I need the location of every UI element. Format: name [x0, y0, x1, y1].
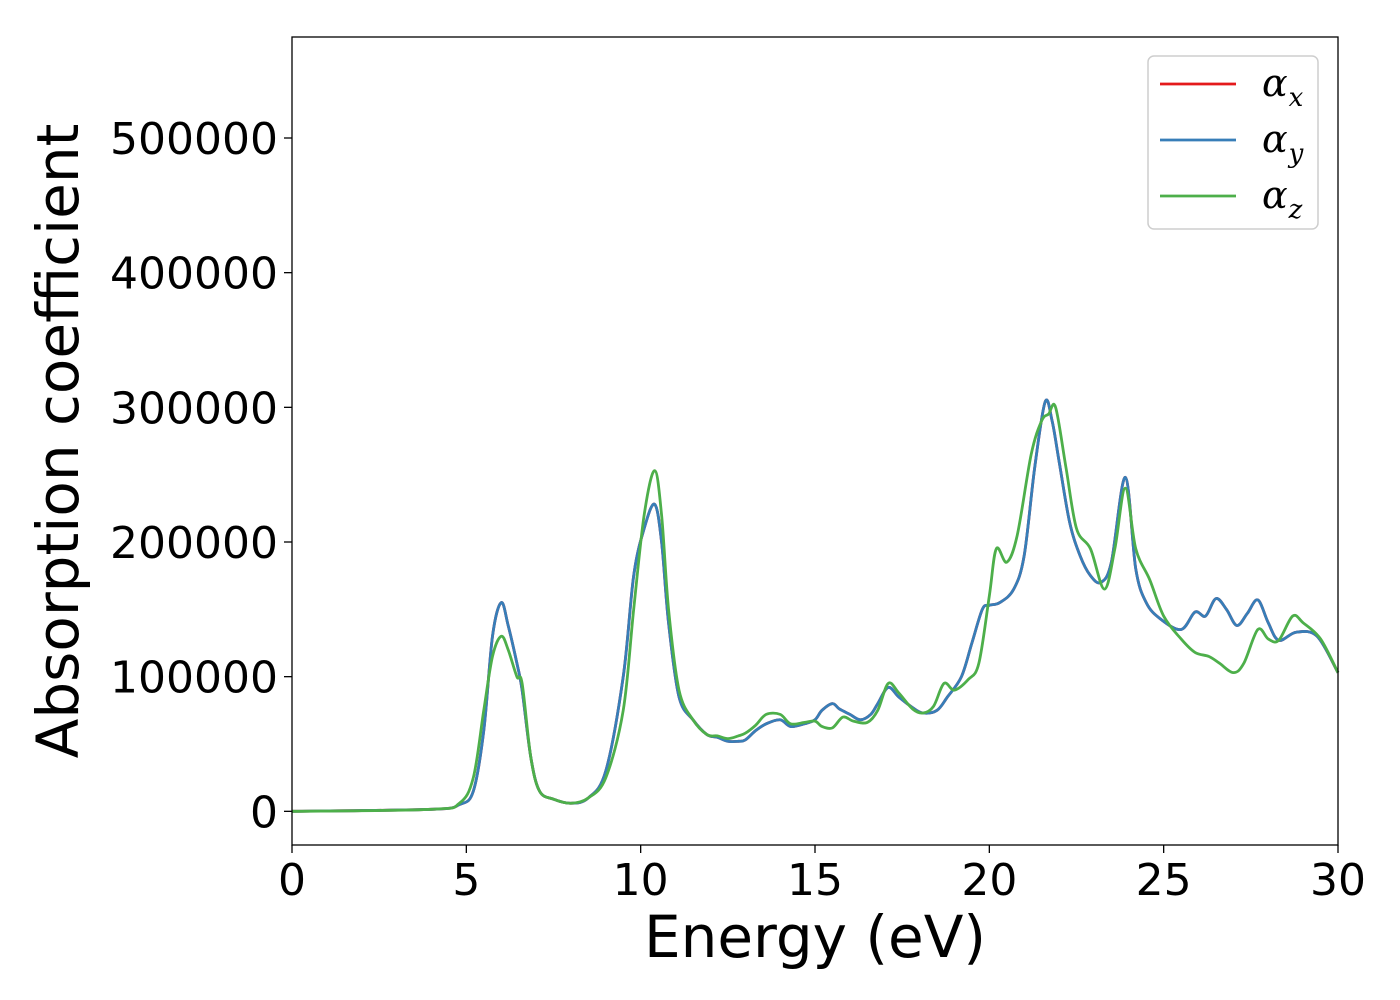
x-tick-label: 10 — [613, 855, 669, 906]
y-axis: 0 100000 200000 300000 400000 500000 — [110, 114, 292, 838]
y-tick-label: 200000 — [110, 518, 278, 569]
x-axis: 0 5 10 15 20 25 30 — [278, 845, 1366, 906]
y-axis-title: Absorption coefficient — [24, 124, 92, 759]
series-line-z — [291, 402, 1340, 813]
x-tick-label: 30 — [1310, 855, 1366, 906]
y-tick-label: 500000 — [110, 114, 278, 165]
x-tick-label: 20 — [961, 855, 1017, 906]
x-tick-label: 25 — [1136, 855, 1192, 906]
x-tick-label: 5 — [452, 855, 480, 906]
series-layer — [291, 398, 1340, 813]
y-tick-label: 100000 — [110, 653, 278, 704]
x-axis-title: Energy (eV) — [644, 903, 986, 971]
x-tick-label: 15 — [787, 855, 843, 906]
y-tick-label: 400000 — [110, 249, 278, 300]
y-tick-label: 0 — [250, 787, 278, 838]
x-tick-label: 0 — [278, 855, 306, 906]
y-tick-label: 300000 — [110, 383, 278, 434]
legend-box — [1147, 55, 1319, 230]
